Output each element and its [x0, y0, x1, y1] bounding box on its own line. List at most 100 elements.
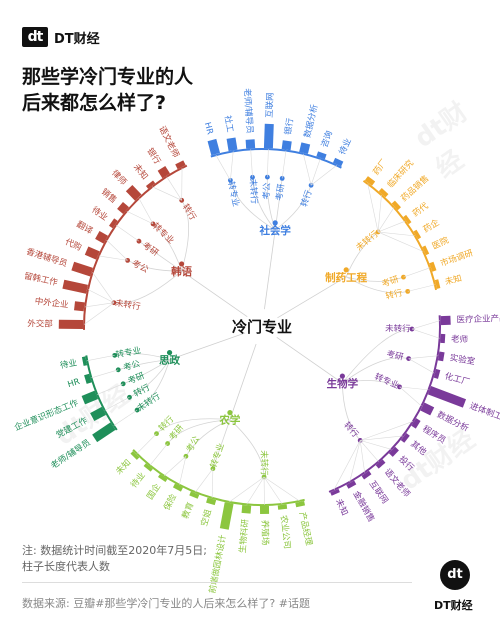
outcome-label: 语文老师: [156, 124, 181, 160]
value-bar: [143, 463, 153, 472]
leaf-link: [138, 198, 154, 225]
chart-note: 注: 数据统计时间截至2020年7月5日; 柱子长度代表人数: [22, 543, 207, 575]
leaf-link: [149, 443, 168, 466]
outcome-label: 教育: [180, 501, 197, 521]
branch-node: [227, 410, 233, 416]
group-label: 考公: [185, 434, 202, 454]
branch-group-curve: [345, 231, 379, 277]
branch-node: [343, 267, 349, 273]
outcome-label: 待业: [59, 357, 78, 371]
branch-group-curve: [342, 328, 412, 384]
leaf-link: [310, 158, 321, 186]
value-bar: [206, 497, 217, 506]
outcome-label: 其他: [408, 439, 429, 458]
root-label: 冷门专业: [232, 318, 292, 336]
branch-label: 制药工程: [325, 271, 367, 284]
outcome-label: 互联网: [367, 479, 390, 506]
outcome-label: 国企: [145, 481, 164, 502]
trunk-line: [277, 276, 347, 319]
value-bar: [330, 488, 340, 496]
leaf-link: [106, 239, 128, 261]
outcome-label: 产品经理: [297, 511, 315, 547]
value-bar: [90, 406, 106, 422]
brand: dt DT财经: [22, 27, 100, 47]
group-label: 转专业: [225, 180, 241, 207]
leaf-link: [360, 440, 392, 450]
group-label: 转专业: [208, 442, 227, 470]
branch-group-curve: [129, 359, 170, 398]
outcome-label: 咨询: [319, 129, 335, 149]
branch-group-curve: [113, 270, 182, 304]
value-bar: [241, 504, 252, 514]
branch-group-curve: [212, 419, 231, 469]
branch-group-curve: [342, 380, 400, 388]
branch-group-curve: [167, 419, 230, 444]
outcome-label: 外交部: [27, 318, 53, 329]
value-bar: [157, 165, 170, 179]
trunk-line: [264, 229, 276, 310]
outcome-label: 待业: [128, 470, 147, 490]
leaf-link: [211, 468, 214, 498]
outcome-label: 销售: [99, 186, 119, 205]
leaf-link: [152, 186, 182, 201]
group-label: 转行: [341, 420, 361, 440]
group-label: 未转行: [114, 297, 141, 312]
value-bar: [299, 142, 311, 154]
value-bar: [375, 459, 386, 469]
leaf-link: [164, 456, 187, 476]
value-bar: [429, 261, 437, 272]
leaf-link: [250, 149, 253, 178]
data-source: 数据来源: 豆瓣#那些学冷门专业的人后来怎么样了? #话题: [22, 597, 310, 610]
value-bar: [295, 501, 306, 508]
group-label: 考公: [130, 259, 150, 276]
branch-group-curve: [181, 200, 189, 272]
leaf-link: [281, 150, 287, 179]
outcome-label: 保险: [161, 492, 179, 513]
group-label: 未转行: [258, 450, 269, 476]
outcome-label: 药企: [421, 217, 442, 235]
branch-group-curve: [152, 223, 182, 272]
branch-group-curve: [138, 240, 182, 272]
outcome-label: 农业公司: [278, 515, 293, 550]
outcome-label: 银行: [283, 117, 296, 136]
outcome-label: 药代: [410, 200, 431, 219]
value-bar: [433, 368, 441, 379]
leaf-link: [407, 284, 435, 292]
leaf-link: [195, 468, 214, 493]
leaf-link: [92, 272, 115, 303]
value-bar: [125, 185, 142, 201]
outcome-label: 市场调研: [439, 247, 475, 269]
outcome-label: 投行: [396, 454, 416, 474]
value-bar: [172, 483, 183, 492]
branch-group-curve: [127, 260, 182, 272]
branch-node: [272, 220, 278, 226]
leaf-link: [229, 476, 265, 503]
branch-group-curve: [229, 419, 265, 477]
brand-logo: dt: [22, 27, 48, 47]
group-node: [228, 177, 233, 183]
branch-group-curve: [230, 180, 276, 231]
value-bar: [427, 386, 467, 408]
value-bar: [281, 140, 292, 151]
group-label: 考研: [381, 275, 401, 290]
outcome-label: 未知: [444, 273, 463, 288]
outcome-label: 化工厂: [444, 371, 471, 388]
value-bar: [84, 373, 92, 384]
outcome-label: 药厂: [371, 157, 390, 177]
group-node: [250, 174, 255, 180]
outcome-label: 数据分析: [302, 103, 321, 139]
value-bar: [420, 402, 435, 416]
value-bar: [263, 123, 274, 149]
value-bar: [411, 418, 421, 429]
page-title: 那些学冷门专业的人 后来都怎么样了?: [22, 64, 282, 116]
value-bar: [81, 390, 99, 405]
branch-ring-arc: [210, 148, 342, 169]
group-node: [150, 221, 156, 227]
branch-group-curve: [345, 276, 408, 294]
leaf-link: [310, 165, 337, 186]
outcome-label: 代购: [63, 236, 83, 253]
outcome-label: 医院: [430, 235, 451, 252]
leaf-link: [87, 355, 115, 361]
outcome-label: 翻译: [75, 220, 95, 237]
value-bar: [378, 188, 389, 198]
